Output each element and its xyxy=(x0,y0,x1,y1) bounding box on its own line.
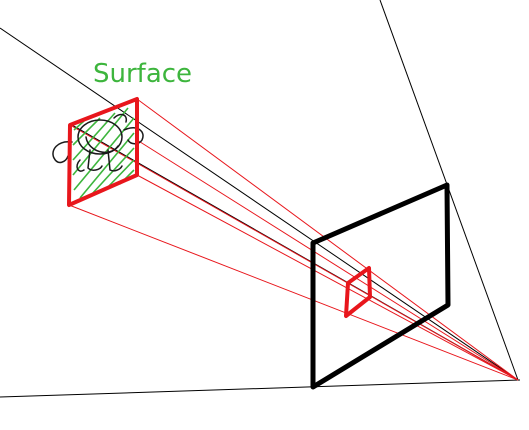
ray-bottom-right xyxy=(136,174,519,381)
surface-label: Surface xyxy=(93,59,192,89)
surface-frame xyxy=(67,97,139,207)
ray-bottom-left xyxy=(68,204,519,381)
picture-plane xyxy=(310,182,451,390)
guide-lines xyxy=(0,0,521,398)
object-sketch xyxy=(52,113,144,172)
horizon-line xyxy=(0,379,521,398)
ray-mid xyxy=(136,139,519,381)
projection-rays xyxy=(68,98,519,381)
ray-top-right xyxy=(136,98,519,381)
center-ray xyxy=(0,27,519,381)
projected-patch xyxy=(344,266,372,318)
ray-top-left xyxy=(69,124,519,381)
